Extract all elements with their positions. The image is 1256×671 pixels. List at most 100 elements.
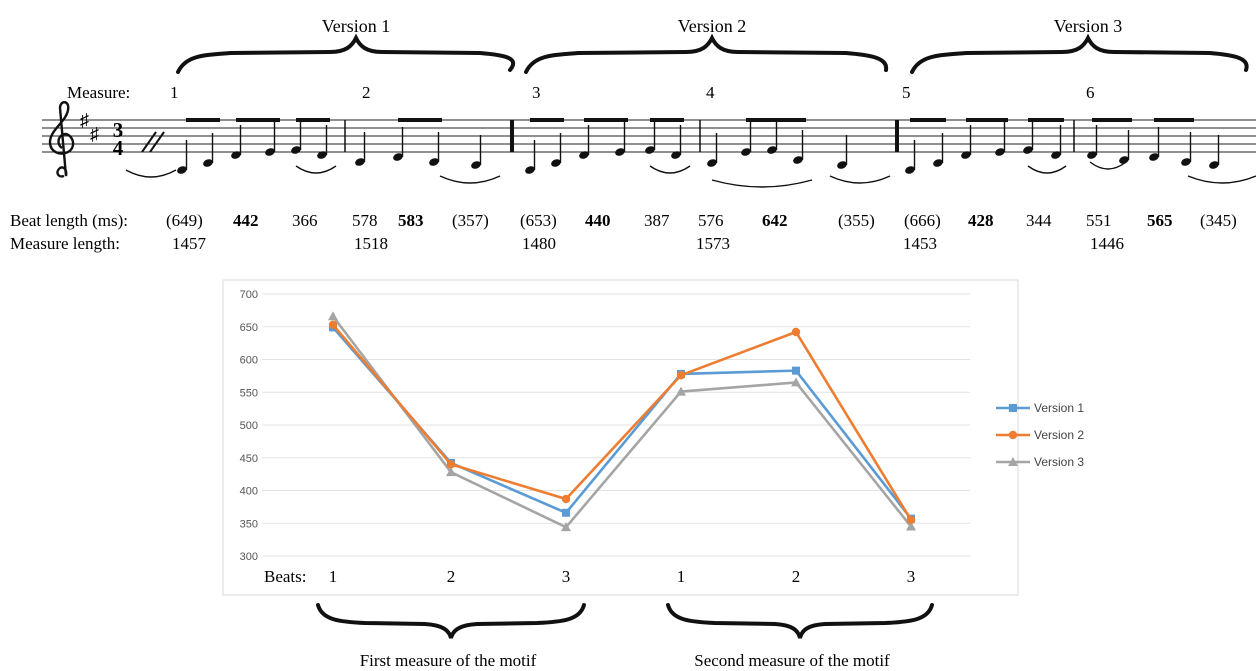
beat-length-label: Beat length (ms):: [10, 211, 128, 230]
note-head: [291, 146, 301, 154]
note-head: [1087, 151, 1097, 159]
chart-legend: Version 1 Version 2 Version 3: [996, 401, 1084, 469]
beat-value: (649): [166, 211, 203, 230]
note-head: [265, 148, 275, 156]
beat-value: (666): [904, 211, 941, 230]
beat-value: 366: [292, 211, 318, 230]
slur: [1187, 175, 1256, 184]
note-beam: [398, 118, 442, 122]
note-head: [995, 148, 1005, 156]
beat-value: 387: [644, 211, 670, 230]
data-point: [1008, 430, 1018, 440]
x-tick-label: 3: [562, 567, 571, 586]
beat-values: (649) 442 366 578 583 (357) (653) 440 387 576 642 (…: [166, 211, 1237, 230]
measure-number-1: 1: [170, 83, 179, 102]
note-beam: [236, 118, 280, 122]
second-measure-label: Second measure of the motif: [694, 651, 890, 670]
beat-value: 576: [698, 211, 724, 230]
data-point: [447, 458, 455, 467]
version-2-brace: [524, 33, 889, 74]
score-figure: Version 1 Version 2 Version 3 Measure: 1…: [10, 16, 1256, 253]
data-point: [562, 508, 570, 517]
note-head: [393, 153, 403, 161]
chart-frame: [222, 279, 1019, 596]
measure-number-5: 5: [902, 83, 911, 102]
data-point: [446, 467, 456, 477]
beat-value: 551: [1086, 211, 1112, 230]
data-point: [329, 323, 337, 332]
note-head: [1181, 158, 1191, 166]
x-tick-label: 1: [329, 567, 338, 586]
data-point: [328, 320, 338, 329]
data-point: [676, 371, 686, 380]
x-tick-label: 1: [677, 567, 686, 586]
chart-grid: [262, 293, 970, 557]
y-axis-ticks: 300 350 400 450 500 550 600 650 700: [240, 289, 258, 563]
measure-label: Measure:: [67, 83, 130, 102]
note-head: [671, 151, 681, 159]
y-tick-label: 300: [240, 551, 258, 563]
sharp-icon: ♯: [90, 124, 99, 144]
data-point: [561, 522, 571, 532]
measure-length-2: 1518: [354, 234, 388, 253]
treble-clef-icon: [48, 101, 75, 178]
beat-value: (357): [452, 211, 489, 230]
beat-value: (355): [838, 211, 875, 230]
data-point: [328, 311, 338, 321]
second-measure-brace: [666, 603, 934, 639]
note-beam: [296, 118, 330, 122]
note-beam: [1092, 118, 1132, 122]
series-line: [332, 326, 913, 520]
legend-label: Version 3: [1034, 455, 1084, 469]
y-tick-label: 700: [240, 289, 258, 301]
data-point: [677, 369, 685, 378]
note-head: [231, 151, 241, 159]
data-point: [1008, 457, 1018, 466]
note-head: [579, 151, 589, 159]
note-head: [317, 151, 327, 159]
pickup-slashes: [141, 131, 165, 153]
series-line: [332, 323, 913, 521]
x-tick-label: 2: [447, 567, 456, 586]
note-head: [837, 161, 847, 169]
data-point: [907, 514, 915, 523]
first-measure-brace: [316, 603, 586, 639]
version-1-brace: [176, 33, 516, 74]
first-measure-label: First measure of the motif: [360, 651, 537, 670]
beat-value: (653): [520, 211, 557, 230]
note-beam: [746, 118, 806, 122]
note-head: [905, 166, 915, 174]
note-head: [1149, 153, 1159, 161]
data-point: [906, 521, 916, 531]
version-3-label: Version 3: [1054, 16, 1123, 36]
version-2-label: Version 2: [678, 16, 747, 36]
note-head: [961, 151, 971, 159]
note-head: [615, 148, 625, 156]
y-tick-label: 650: [240, 322, 258, 334]
note-beam: [910, 118, 946, 122]
measure-number-4: 4: [706, 83, 715, 102]
data-point: [561, 494, 571, 504]
measure-length-3: 1480: [522, 234, 556, 253]
beat-value: 440: [585, 211, 611, 230]
slur: [711, 179, 813, 188]
series-line: [331, 315, 913, 529]
legend-label: Version 2: [1034, 428, 1084, 442]
data-point: [906, 515, 916, 525]
beat-value: 583: [398, 211, 424, 230]
beat-value: (345): [1200, 211, 1237, 230]
y-tick-label: 350: [240, 518, 258, 530]
note-head: [429, 158, 439, 166]
data-point: [676, 386, 686, 396]
x-axis-label: Beats:: [264, 567, 307, 586]
score-notes: [125, 118, 1256, 188]
note-beam: [1154, 118, 1194, 122]
note-beam: [186, 118, 220, 122]
y-tick-label: 400: [240, 486, 258, 498]
slur: [125, 169, 177, 178]
y-tick-label: 450: [240, 453, 258, 465]
note-head: [793, 156, 803, 164]
note-head: [177, 166, 187, 174]
measure-length-1: 1457: [172, 234, 207, 253]
y-tick-label: 600: [240, 355, 258, 367]
